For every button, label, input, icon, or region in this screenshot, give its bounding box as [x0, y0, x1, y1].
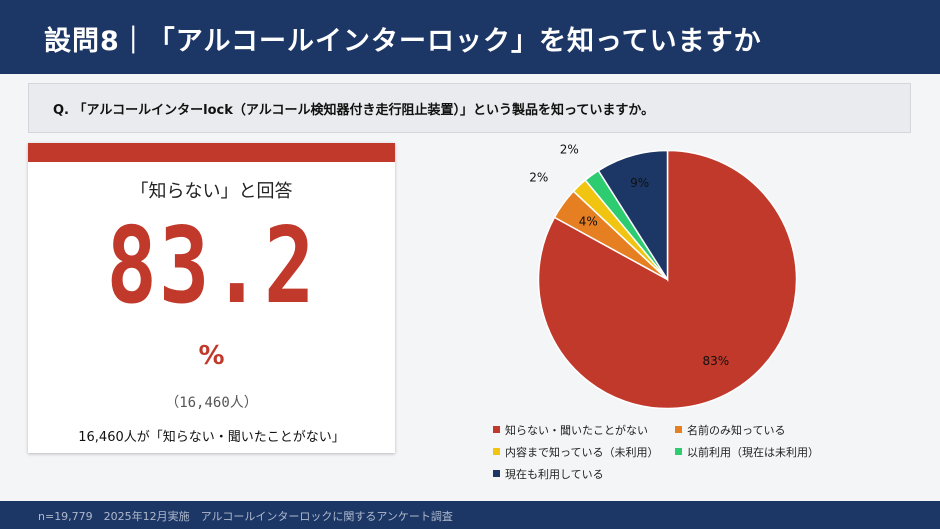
legend-item: 内容まで知っている（未利用） — [493, 446, 658, 459]
legend-swatch — [675, 448, 682, 455]
pie-slice-label: 4% — [579, 214, 598, 228]
pie-chart: 83% 4% 2% 2% 9% — [529, 143, 798, 410]
legend-swatch — [493, 470, 500, 477]
pie-slice-label: 83% — [703, 354, 730, 368]
card-accent-bar — [28, 143, 395, 162]
legend-item: 現在も利用している — [493, 468, 604, 481]
pie-slice-label: 2% — [560, 143, 579, 157]
legend-label: 知らない・聞いたことがない — [505, 424, 648, 437]
footer-text: n=19,779 2025年12月実施 アルコールインターロックに関するアンケー… — [38, 510, 453, 523]
page-title: 設問8｜「アルコールインターロック」を知っていますか — [44, 26, 762, 57]
footer-bar: n=19,779 2025年12月実施 アルコールインターロックに関するアンケー… — [0, 501, 940, 529]
highlight-count: （16,460人） — [165, 395, 258, 411]
legend-label: 現在も利用している — [505, 468, 604, 481]
legend-label: 以前利用（現在は未利用） — [687, 446, 819, 459]
highlight-caption: 「知らない」と回答 — [130, 181, 293, 202]
legend-swatch — [493, 448, 500, 455]
legend-label: 内容まで知っている（未利用） — [505, 446, 659, 459]
header-bar: 設問8｜「アルコールインターロック」を知っていますか — [0, 0, 940, 74]
question-text: Q. 「アルコールインターlock（アルコール検知器付き走行阻止装置）」という製… — [53, 103, 655, 118]
legend-item: 以前利用（現在は未利用） — [675, 446, 819, 459]
highlight-card: 「知らない」と回答 83.2 % （16,460人） 16,460人が「知らない… — [28, 143, 395, 453]
chart-legend: 知らない・聞いたことがない 名前のみ知っている内容まで知っている（未利用） 以前利用… — [493, 424, 893, 490]
highlight-unit: % — [198, 341, 225, 371]
pie-slice-label: 2% — [529, 171, 548, 185]
pie-slice-label: 9% — [630, 176, 649, 190]
legend-item: 名前のみ知っている — [675, 424, 785, 437]
legend-label: 名前のみ知っている — [687, 424, 786, 437]
question-box: Q. 「アルコールインターlock（アルコール検知器付き走行阻止装置）」という製… — [28, 83, 911, 133]
highlight-value: 83.2 — [106, 204, 317, 327]
highlight-note: 16,460人が「知らない・聞いたことがない」 — [78, 430, 345, 445]
pie-slice — [537, 149, 798, 410]
legend-item: 知らない・聞いたことがない — [493, 424, 648, 437]
legend-swatch — [675, 426, 682, 433]
legend-swatch — [493, 426, 500, 433]
pie-slice — [597, 149, 669, 283]
